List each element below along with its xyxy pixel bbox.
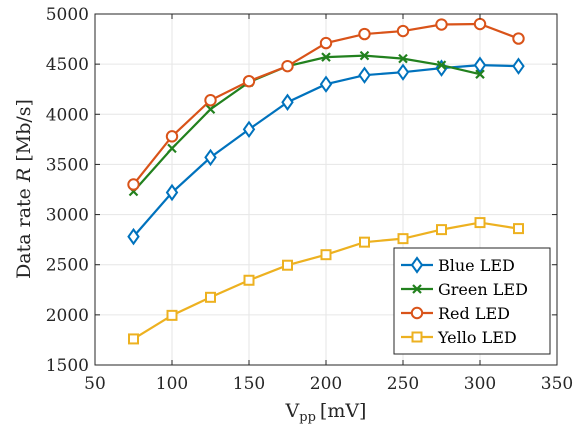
data-point-red-led xyxy=(281,59,294,73)
tick-labels: 50 100 150 200 250 300 350 1500 2000 2500 3000 3500… xyxy=(46,5,573,394)
data-point-red-led xyxy=(165,130,179,143)
legend-marker xyxy=(410,256,424,274)
data-point-blue-led xyxy=(512,57,525,75)
data-point-yello-led xyxy=(128,333,139,345)
data-point-green-led xyxy=(167,143,177,154)
series-yello-led xyxy=(128,217,524,345)
y-tick-label: 2000 xyxy=(46,306,89,326)
y-tick-label: 2500 xyxy=(46,256,89,276)
data-point-green-led xyxy=(475,69,485,79)
data-point-blue-led xyxy=(319,75,333,93)
data-point-blue-led xyxy=(127,227,140,246)
data-point-yello-led xyxy=(320,249,332,261)
legend-marker xyxy=(411,331,423,343)
data-point-blue-led xyxy=(204,148,217,167)
legend-entry-yello-led: Yello LED xyxy=(401,328,517,347)
y-axis-label: Data rate R [Mb/s] xyxy=(13,99,35,279)
x-tick-label: 150 xyxy=(233,374,265,394)
x-axis-label-subscript: pp xyxy=(299,410,316,425)
data-point-blue-led xyxy=(396,63,410,81)
data-point-yello-led xyxy=(474,217,486,229)
series-line-green-led xyxy=(132,54,481,193)
x-tick-label: 350 xyxy=(541,374,573,394)
data-point-red-led xyxy=(358,27,371,41)
legend-label: Yello LED xyxy=(437,328,517,347)
data-point-red-led xyxy=(127,178,140,191)
legend: Blue LED Green LED Red LED Yello LED xyxy=(393,247,551,355)
data-point-yello-led xyxy=(397,233,409,245)
legend-entry-blue-led: Blue LED xyxy=(401,256,515,275)
legend-marker xyxy=(410,306,424,320)
data-point-green-led xyxy=(321,52,331,62)
series-red-led xyxy=(127,17,525,191)
x-tick-label: 300 xyxy=(464,374,496,394)
data-point-blue-led xyxy=(281,93,294,111)
legend-marker xyxy=(412,284,422,294)
x-axis-label-unit: [mV] xyxy=(320,400,367,422)
data-point-red-led xyxy=(204,94,217,107)
x-marker-stroke xyxy=(412,284,422,294)
x-marker-stroke xyxy=(205,104,216,115)
data-point-yello-led xyxy=(166,309,178,321)
data-point-red-led xyxy=(319,36,333,50)
data-point-yello-led xyxy=(282,259,293,271)
x-marker-stroke xyxy=(167,143,177,154)
legend-label: Red LED xyxy=(438,304,510,323)
data-point-red-led xyxy=(242,74,256,88)
y-tick-label: 3000 xyxy=(46,206,89,226)
x-tick-label: 250 xyxy=(387,374,419,394)
series-layer xyxy=(127,17,525,345)
data-point-blue-led xyxy=(358,66,371,84)
y-tick-label: 5000 xyxy=(46,5,89,25)
data-point-green-led xyxy=(398,53,408,64)
y-tick-label: 4000 xyxy=(46,105,89,125)
tick-marks xyxy=(94,13,558,366)
data-point-green-led xyxy=(436,60,447,70)
y-tick-label: 3500 xyxy=(46,155,89,175)
y-tick-label: 1500 xyxy=(46,356,89,376)
x-marker-stroke xyxy=(359,50,370,61)
data-point-yello-led xyxy=(243,274,255,286)
x-axis-label: Vpp [mV] xyxy=(285,400,367,425)
x-tick-label: 200 xyxy=(310,374,342,394)
y-axis-label-variable: R xyxy=(13,168,35,183)
data-point-red-led xyxy=(512,32,525,45)
data-point-blue-led xyxy=(242,120,256,139)
legend-entry-green-led: Green LED xyxy=(401,280,528,299)
x-axis-label-main: V xyxy=(285,400,300,422)
y-axis-label-unit: [Mb/s] xyxy=(13,99,35,168)
data-point-yello-led xyxy=(436,224,447,236)
legend-entry-red-led: Red LED xyxy=(401,304,510,323)
x-tick-label: 100 xyxy=(156,374,188,394)
data-point-green-led xyxy=(205,104,216,115)
x-marker-stroke xyxy=(321,52,331,62)
data-point-red-led xyxy=(396,24,410,38)
data-point-red-led xyxy=(435,18,448,31)
legend-label: Green LED xyxy=(438,280,528,299)
y-tick-label: 4500 xyxy=(46,55,89,75)
data-point-blue-led xyxy=(473,56,487,74)
data-point-blue-led xyxy=(165,183,179,202)
data-point-yello-led xyxy=(513,223,524,235)
y-axis-label-prefix: Data rate xyxy=(13,182,35,279)
legend-label: Blue LED xyxy=(438,256,515,275)
series-green-led xyxy=(128,50,485,197)
x-marker-stroke xyxy=(475,69,485,79)
x-marker-stroke xyxy=(436,60,447,70)
data-point-green-led xyxy=(359,50,370,61)
x-tick-label: 50 xyxy=(84,374,106,394)
x-marker-stroke xyxy=(398,53,408,64)
data-point-yello-led xyxy=(359,236,370,248)
data-point-yello-led xyxy=(205,291,216,303)
data-point-red-led xyxy=(473,17,487,31)
